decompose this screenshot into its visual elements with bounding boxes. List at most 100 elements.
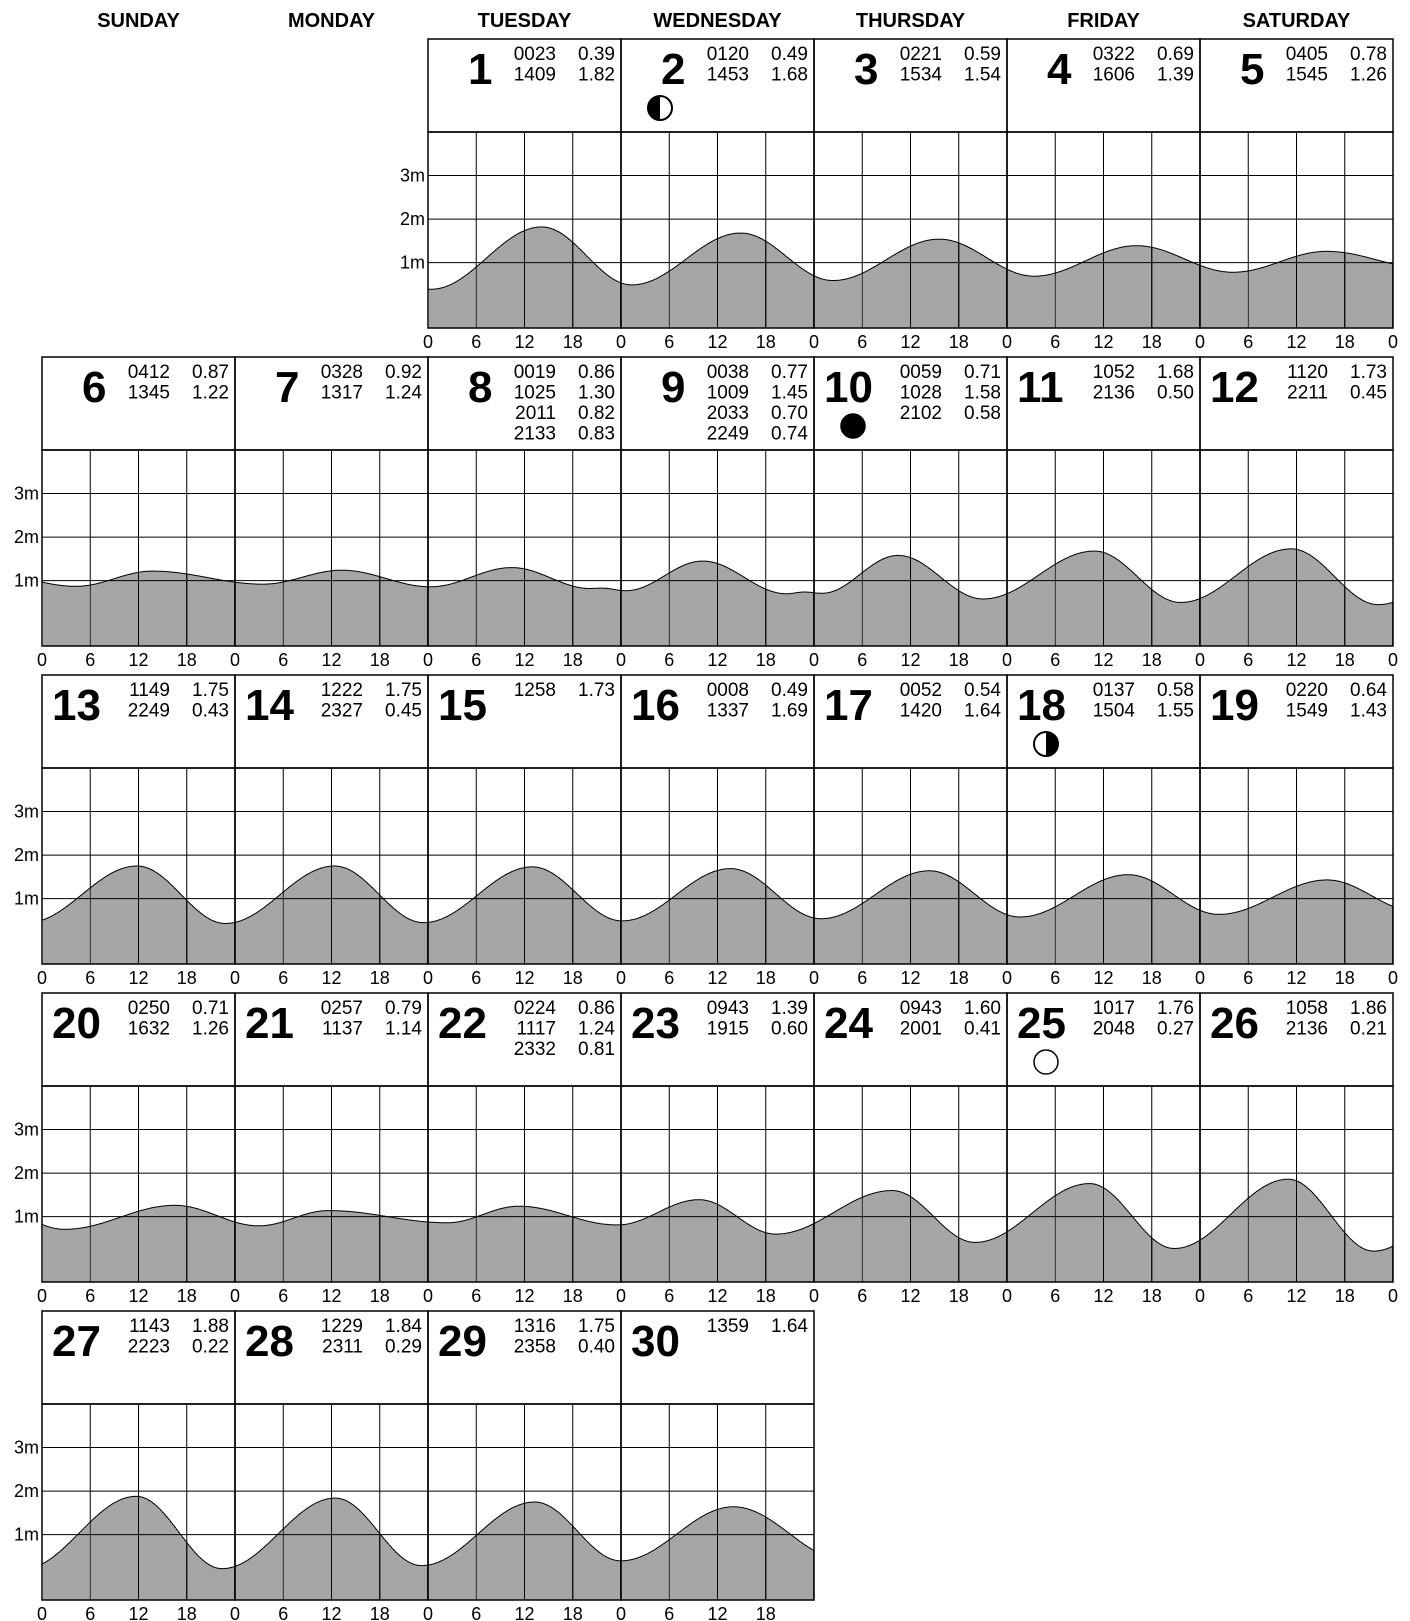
x-tick-label: 18 bbox=[756, 1604, 776, 1621]
tide-height: 1.24 bbox=[578, 1019, 615, 1040]
day-cell-12: 12 1120 1.73 2211 0.45 0 6 12 18 bbox=[1195, 356, 1394, 670]
tide-height: 0.39 bbox=[578, 44, 615, 65]
x-tick-label: 0 bbox=[423, 1286, 433, 1306]
x-tick-label: 12 bbox=[1093, 968, 1113, 988]
x-tick-label: 6 bbox=[1050, 968, 1060, 988]
tide-time: 1504 bbox=[1093, 701, 1136, 722]
x-tick-label: 18 bbox=[756, 1286, 776, 1306]
x-tick-label: 0 bbox=[616, 1286, 626, 1306]
day-number: 27 bbox=[52, 1317, 101, 1366]
day-cell-8: 8 0019 0.86 1025 1.30 2011 0.82 2133 0.83 0 6 12 18 bbox=[423, 356, 622, 670]
day-number: 11 bbox=[1017, 363, 1064, 412]
tide-height: 0.70 bbox=[771, 403, 808, 424]
x-tick-label: 12 bbox=[900, 332, 920, 352]
x-tick-label: 18 bbox=[1335, 1286, 1355, 1306]
tide-time: 0250 bbox=[128, 998, 170, 1019]
weekday-header-thursday: THURSDAY bbox=[856, 10, 966, 32]
tide-height: 1.60 bbox=[964, 998, 1001, 1019]
x-tick-label: 12 bbox=[900, 1286, 920, 1306]
x-tick-label: 0 bbox=[1195, 1286, 1205, 1306]
x-tick-label: 6 bbox=[664, 1604, 674, 1621]
tide-time: 0137 bbox=[1093, 680, 1135, 701]
x-tick-label: 18 bbox=[177, 1604, 197, 1621]
weekday-header-tuesday: TUESDAY bbox=[478, 10, 572, 32]
tide-time: 0224 bbox=[514, 998, 557, 1019]
x-tick-label: 6 bbox=[278, 650, 288, 670]
x-tick-label: 6 bbox=[1243, 968, 1253, 988]
tide-time: 1453 bbox=[707, 65, 749, 86]
x-tick-label: 0 bbox=[1388, 968, 1398, 988]
tide-time: 1028 bbox=[900, 383, 942, 404]
week-row-3: 1m 2m 3m 13 1149 1.75 2249 0.43 0 6 12 18 14 1222 1.75… bbox=[14, 674, 1398, 988]
tide-time: 0257 bbox=[321, 998, 363, 1019]
x-tick-label: 18 bbox=[756, 332, 776, 352]
tide-height: 0.82 bbox=[578, 403, 615, 424]
x-tick-label: 18 bbox=[756, 650, 776, 670]
weekday-headers: SUNDAY MONDAY TUESDAY WEDNESDAY THURSDAY FRID… bbox=[97, 10, 1351, 32]
tide-height: 1.22 bbox=[192, 383, 229, 404]
x-tick-label: 0 bbox=[423, 968, 433, 988]
day-chart-box bbox=[1199, 767, 1394, 965]
x-tick-label: 18 bbox=[1335, 332, 1355, 352]
tide-time: 1409 bbox=[514, 65, 556, 86]
x-tick-label: 18 bbox=[370, 1286, 390, 1306]
tide-height: 1.30 bbox=[578, 383, 615, 404]
x-tick-label: 0 bbox=[1002, 1286, 1012, 1306]
day-chart-box bbox=[1199, 1085, 1394, 1283]
x-tick-label: 18 bbox=[370, 650, 390, 670]
tide-height: 0.21 bbox=[1350, 1019, 1387, 1040]
tide-height: 0.45 bbox=[1350, 383, 1387, 404]
tide-time: 0019 bbox=[514, 362, 556, 383]
day-cell-1: 1 0023 0.39 1409 1.82 0 6 12 18 bbox=[423, 38, 622, 352]
x-tick-label: 0 bbox=[1388, 650, 1398, 670]
x-tick-label: 6 bbox=[278, 1604, 288, 1621]
day-number: 16 bbox=[631, 681, 680, 730]
tide-height: 1.86 bbox=[1350, 998, 1387, 1019]
y-tick-label: 2m bbox=[14, 845, 39, 865]
x-tick-label: 0 bbox=[423, 1604, 433, 1621]
tide-time: 1420 bbox=[900, 701, 942, 722]
tide-time: 1545 bbox=[1286, 65, 1328, 86]
day-number: 29 bbox=[438, 1317, 487, 1366]
tide-height: 1.88 bbox=[192, 1316, 229, 1337]
x-tick-label: 6 bbox=[857, 1286, 867, 1306]
day-cell-5: 5 0405 0.78 1545 1.26 0 6 12 18 bbox=[1195, 38, 1394, 352]
tide-height: 1.58 bbox=[964, 383, 1001, 404]
tide-time: 1549 bbox=[1286, 701, 1328, 722]
day-number: 20 bbox=[52, 999, 101, 1048]
moon-phase-first-quarter-icon bbox=[647, 95, 673, 121]
day-cell-6: 6 0412 0.87 1345 1.22 0 6 12 18 bbox=[37, 356, 236, 670]
day-number: 25 bbox=[1017, 999, 1066, 1048]
day-number: 14 bbox=[245, 681, 294, 730]
tide-time: 1317 bbox=[321, 383, 363, 404]
tide-height: 0.83 bbox=[578, 424, 615, 445]
day-cell-9: 9 0038 0.77 1009 1.45 2033 0.70 2249 0.74 0 6 12 18 bbox=[616, 356, 815, 670]
x-tick-label: 6 bbox=[857, 650, 867, 670]
x-tick-label: 6 bbox=[471, 1286, 481, 1306]
tide-height: 0.86 bbox=[578, 998, 615, 1019]
x-tick-label: 18 bbox=[1142, 332, 1162, 352]
day-number: 23 bbox=[631, 999, 680, 1048]
weekday-header-monday: MONDAY bbox=[288, 10, 376, 32]
tide-time: 1915 bbox=[707, 1019, 749, 1040]
x-tick-label: 12 bbox=[128, 1604, 148, 1621]
x-tick-label: 12 bbox=[321, 1604, 341, 1621]
x-tick-label: 6 bbox=[1050, 650, 1060, 670]
x-tick-label: 6 bbox=[1243, 650, 1253, 670]
x-tick-label: 18 bbox=[1335, 650, 1355, 670]
tide-height: 0.78 bbox=[1350, 44, 1387, 65]
tide-time: 2136 bbox=[1093, 383, 1135, 404]
day-number: 10 bbox=[824, 363, 873, 412]
x-tick-label: 12 bbox=[900, 650, 920, 670]
day-number: 13 bbox=[52, 681, 101, 730]
day-number: 22 bbox=[438, 999, 487, 1048]
x-tick-label: 18 bbox=[563, 968, 583, 988]
x-tick-label: 6 bbox=[471, 968, 481, 988]
y-tick-label: 3m bbox=[14, 1438, 39, 1458]
x-tick-label: 0 bbox=[1195, 650, 1205, 670]
day-number: 2 bbox=[661, 45, 685, 94]
tide-height: 0.71 bbox=[192, 998, 229, 1019]
tide-time: 0328 bbox=[321, 362, 363, 383]
x-tick-label: 6 bbox=[85, 968, 95, 988]
